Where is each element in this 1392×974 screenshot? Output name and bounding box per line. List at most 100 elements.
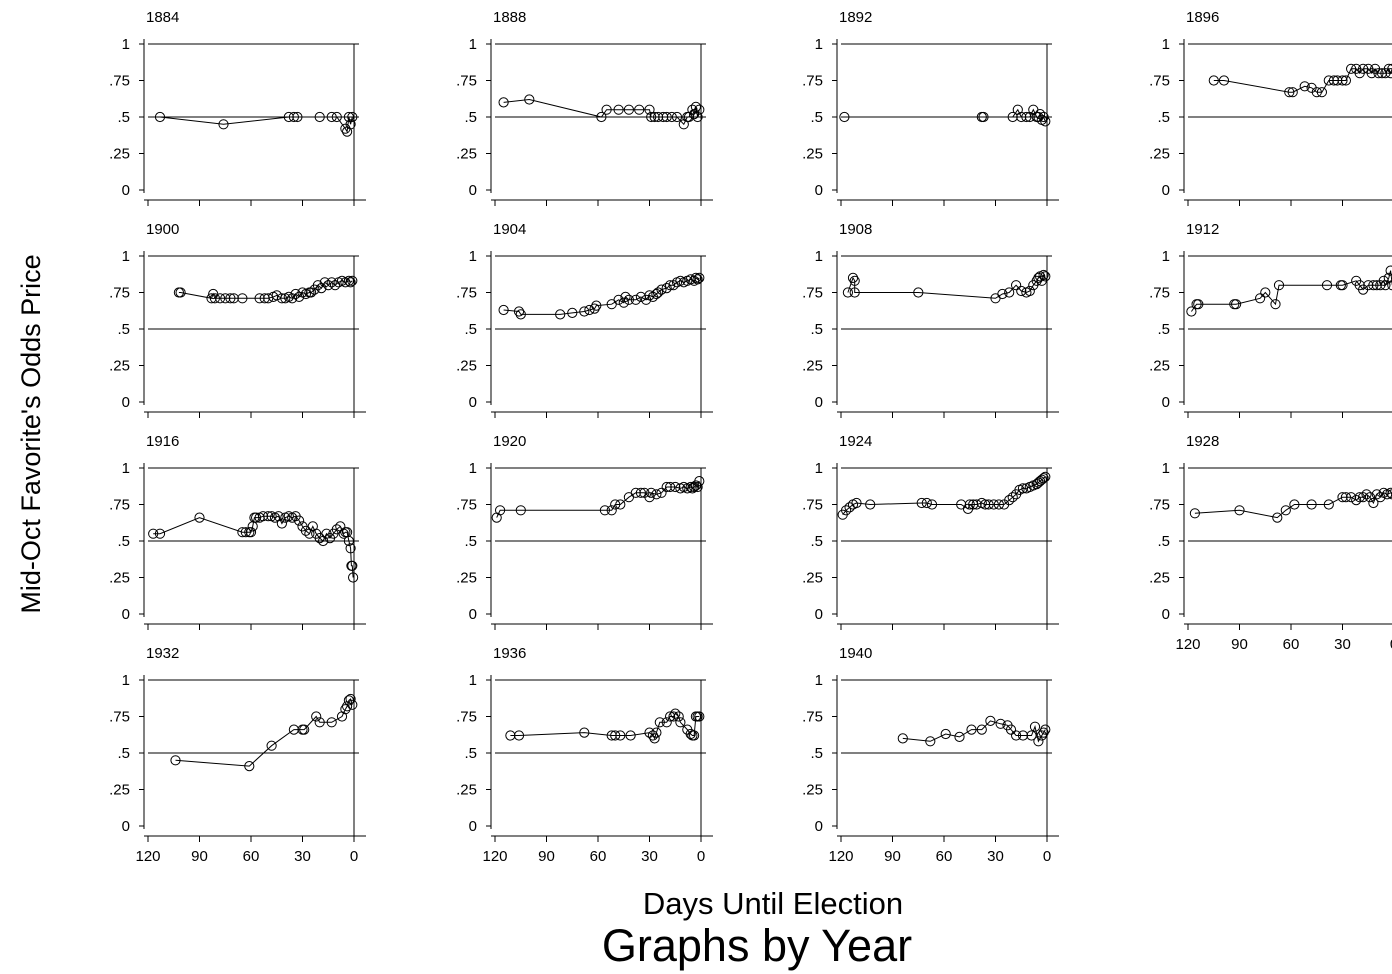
data-point: [345, 119, 356, 130]
panel-1892: 1892 0 .25 .5 .75 1: [802, 9, 1059, 206]
data-point: [689, 730, 700, 741]
data-point: [299, 724, 310, 735]
data-point: [343, 535, 354, 547]
y-tick-label: .5: [810, 533, 823, 550]
data-point: [1383, 63, 1392, 74]
y-tick-label: .5: [117, 745, 130, 762]
data-point: [983, 499, 994, 510]
data-point: [1387, 489, 1392, 500]
data-point: [1371, 489, 1382, 500]
data-point: [666, 111, 677, 123]
y-tick-label: .5: [1157, 109, 1170, 126]
panel-title: 1908: [839, 221, 872, 238]
data-point: [1323, 499, 1334, 510]
data-point: [978, 111, 989, 123]
data-point: [1218, 75, 1230, 86]
data-point: [237, 527, 248, 538]
panel-title: 1892: [839, 9, 872, 26]
x-tick-label: 0: [1043, 848, 1051, 865]
data-point: [343, 275, 354, 286]
data-point: [251, 512, 262, 523]
data-point: [665, 280, 676, 291]
series-line: [1194, 492, 1392, 519]
data-point: [926, 499, 938, 510]
data-point: [665, 481, 676, 493]
panels-layer: 1884 0 .25 .5 .75 1 1888 0 .25 .5 .75 1 1892 0 .25 .5 .7…: [109, 9, 1392, 865]
data-point: [345, 543, 356, 554]
data-point: [913, 287, 924, 298]
data-point: [1040, 116, 1051, 127]
data-point: [964, 499, 975, 510]
data-point: [1036, 730, 1047, 741]
data-point: [689, 481, 700, 493]
data-point: [316, 283, 327, 294]
data-point: [1358, 492, 1369, 503]
data-point: [263, 511, 274, 522]
y-tick-label: .25: [456, 358, 477, 375]
panel-1900: 1900 0 .25 .5 .75 1: [109, 221, 366, 418]
data-point: [685, 481, 696, 493]
y-tick-label: .75: [456, 709, 477, 726]
data-point: [646, 487, 657, 498]
data-point: [849, 287, 860, 298]
y-tick-label: .75: [1149, 73, 1170, 90]
panel-title: 1920: [493, 433, 526, 450]
data-point: [225, 293, 236, 304]
panel-title: 1932: [146, 645, 179, 662]
data-point: [649, 733, 660, 744]
data-point: [1270, 299, 1281, 310]
series-line: [847, 274, 1046, 299]
y-tick-label: 0: [122, 818, 130, 835]
series-line: [153, 515, 354, 578]
x-tick-label: 30: [987, 848, 1004, 865]
data-point: [1346, 492, 1357, 503]
data-point: [1323, 75, 1334, 86]
data-point: [292, 111, 303, 123]
data-point: [314, 111, 325, 123]
panel-1896: 1896 0 .25 .5 .75 1: [1149, 9, 1392, 206]
y-tick-label: .5: [464, 109, 477, 126]
data-point: [1340, 75, 1352, 86]
data-point: [498, 304, 509, 316]
data-point: [515, 309, 526, 320]
data-point: [623, 294, 635, 305]
y-tick-label: .75: [1149, 497, 1170, 514]
data-point: [1040, 724, 1051, 735]
x-tick-label: 30: [641, 848, 658, 865]
data-point: [925, 736, 936, 747]
data-point: [326, 111, 337, 123]
y-tick-label: .75: [802, 285, 823, 302]
y-tick-label: 1: [1162, 248, 1170, 265]
data-point: [661, 283, 672, 294]
x-tick-label: 60: [1283, 636, 1300, 653]
data-point: [513, 306, 525, 317]
panel-title: 1924: [839, 433, 872, 450]
data-point: [220, 293, 231, 304]
data-point: [1036, 474, 1047, 485]
data-point: [1029, 721, 1041, 732]
data-point: [671, 111, 683, 123]
data-point: [237, 293, 248, 304]
data-point: [348, 572, 359, 583]
data-point: [1038, 269, 1049, 281]
data-point: [555, 309, 566, 320]
data-point: [658, 111, 669, 123]
panel-1884: 1884 0 .25 .5 .75 1: [109, 9, 366, 206]
panel-1928: 1928 0 .25 .5 .75 1 120 90 60 30 0: [1149, 433, 1392, 653]
data-point: [1363, 280, 1374, 291]
x-tick-label: 90: [1231, 636, 1248, 653]
data-point: [290, 288, 301, 300]
data-point: [694, 272, 705, 283]
data-point: [347, 275, 358, 286]
panel-title: 1940: [839, 645, 872, 662]
y-tick-label: .75: [1149, 285, 1170, 302]
data-point: [1017, 483, 1029, 494]
data-point: [524, 94, 535, 105]
data-point: [326, 277, 337, 288]
data-point: [1005, 724, 1017, 735]
data-point: [1004, 287, 1015, 298]
data-point: [294, 515, 305, 526]
y-tick-label: .25: [456, 146, 477, 163]
y-tick-label: .75: [802, 497, 823, 514]
data-point: [245, 527, 257, 538]
